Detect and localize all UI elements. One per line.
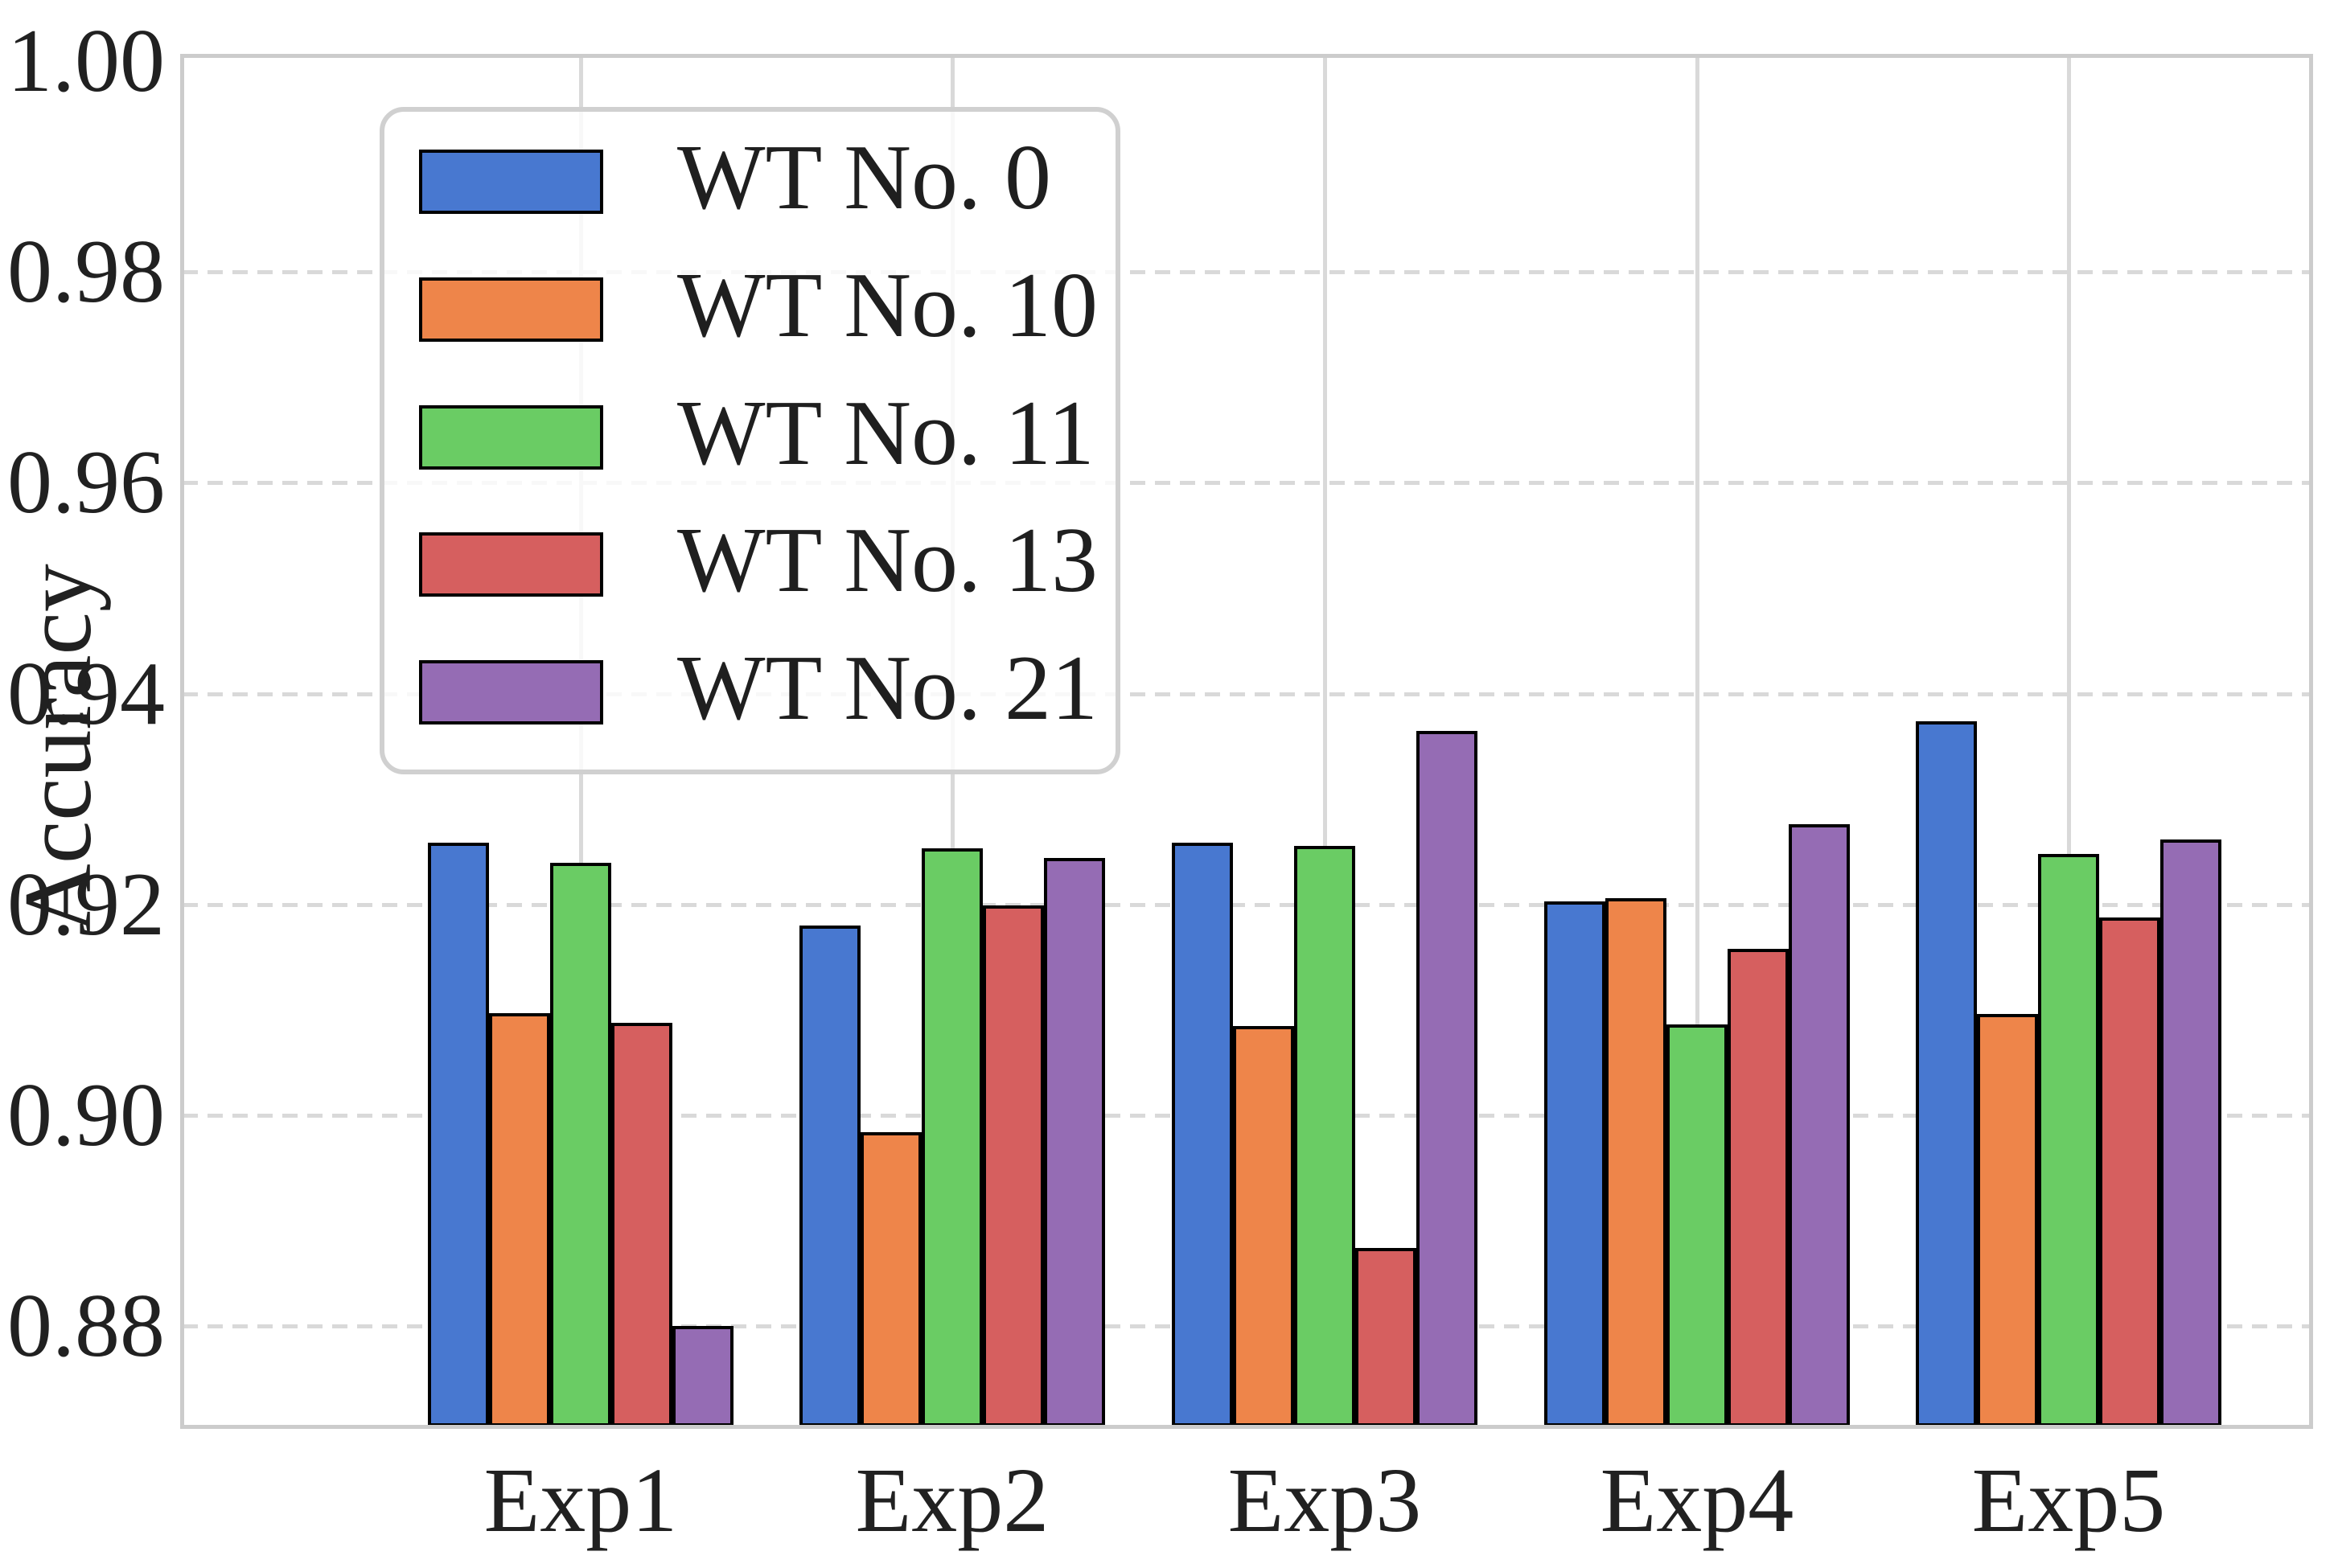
horizontal-gridline-0.94: [183, 692, 2311, 696]
bar-Exp1-wt-no-21: [672, 1326, 733, 1426]
y-tick-label-0.98: 0.98: [7, 222, 165, 322]
bar-Exp5-wt-no-11: [2038, 854, 2099, 1426]
legend-swatch-icon: [419, 277, 603, 342]
bar-Exp5-wt-no-13: [2099, 917, 2160, 1426]
bar-Exp4-wt-no-11: [1666, 1024, 1728, 1426]
bar-Exp1-wt-no-11: [550, 863, 611, 1426]
bar-Exp2-wt-no-21: [1044, 858, 1105, 1426]
bar-Exp1-wt-no-13: [611, 1023, 672, 1426]
legend: WT No. 0 WT No. 10 WT No. 11 WT No. 13 WT No…: [380, 107, 1120, 774]
x-tick-label-Exp4: Exp4: [1600, 1449, 1794, 1551]
x-tick-label-Exp3: Exp3: [1227, 1449, 1422, 1551]
legend-swatch-icon: [419, 532, 603, 597]
horizontal-gridline-0.98: [183, 270, 2311, 275]
y-tick-label-0.92: 0.92: [7, 855, 165, 954]
y-tick-label-0.88: 0.88: [7, 1276, 165, 1376]
bar-Exp1-wt-no-0: [428, 843, 489, 1426]
legend-row-wt-no-11: WT No. 11: [419, 387, 1116, 480]
bar-Exp2-wt-no-0: [799, 926, 861, 1426]
y-tick-label-0.90: 0.90: [7, 1065, 165, 1165]
y-tick-label-0.96: 0.96: [7, 433, 165, 532]
x-tick-label-Exp5: Exp5: [1971, 1449, 2166, 1551]
bar-Exp3-wt-no-0: [1172, 843, 1233, 1426]
legend-label: WT No. 13: [677, 509, 1099, 613]
legend-swatch-icon: [419, 404, 603, 470]
bar-Exp4-wt-no-13: [1728, 949, 1789, 1426]
bar-Exp2-wt-no-11: [922, 848, 983, 1426]
bar-Exp1-wt-no-10: [489, 1013, 550, 1426]
legend-label: WT No. 11: [677, 381, 1095, 485]
legend-row-wt-no-21: WT No. 21: [419, 642, 1116, 735]
y-tick-label-0.94: 0.94: [7, 644, 165, 744]
bar-Exp3-wt-no-13: [1355, 1248, 1416, 1426]
bar-Exp3-wt-no-10: [1233, 1026, 1294, 1426]
legend-row-wt-no-10: WT No. 10: [419, 259, 1116, 352]
legend-row-wt-no-0: WT No. 0: [419, 131, 1116, 224]
legend-label: WT No. 21: [677, 637, 1099, 740]
bar-Exp4-wt-no-21: [1789, 824, 1850, 1426]
legend-label: WT No. 0: [677, 126, 1052, 229]
bar-Exp2-wt-no-13: [983, 905, 1044, 1426]
vertical-gridline-Exp5: [2067, 56, 2071, 1426]
vertical-gridline-Exp4: [1695, 56, 1699, 1426]
bar-Exp5-wt-no-0: [1916, 721, 1977, 1426]
bar-Exp3-wt-no-11: [1294, 846, 1355, 1426]
vertical-gridline-Exp3: [1323, 56, 1327, 1426]
bar-Exp4-wt-no-10: [1605, 898, 1666, 1426]
horizontal-gridline-0.92: [183, 902, 2311, 907]
horizontal-gridline-0.96: [183, 481, 2311, 486]
legend-swatch-icon: [419, 150, 603, 214]
bar-Exp5-wt-no-10: [1977, 1014, 2038, 1426]
bar-Exp4-wt-no-0: [1544, 901, 1605, 1426]
x-tick-label-Exp1: Exp1: [483, 1449, 678, 1551]
x-tick-label-Exp2: Exp2: [855, 1449, 1050, 1551]
y-tick-label-1.00: 1.00: [7, 11, 165, 111]
legend-row-wt-no-13: WT No. 13: [419, 514, 1116, 607]
bar-Exp3-wt-no-21: [1416, 731, 1477, 1426]
bar-Exp5-wt-no-21: [2160, 839, 2221, 1426]
legend-swatch-icon: [419, 660, 603, 724]
bar-Exp2-wt-no-10: [861, 1132, 922, 1426]
legend-label: WT No. 10: [677, 253, 1099, 357]
